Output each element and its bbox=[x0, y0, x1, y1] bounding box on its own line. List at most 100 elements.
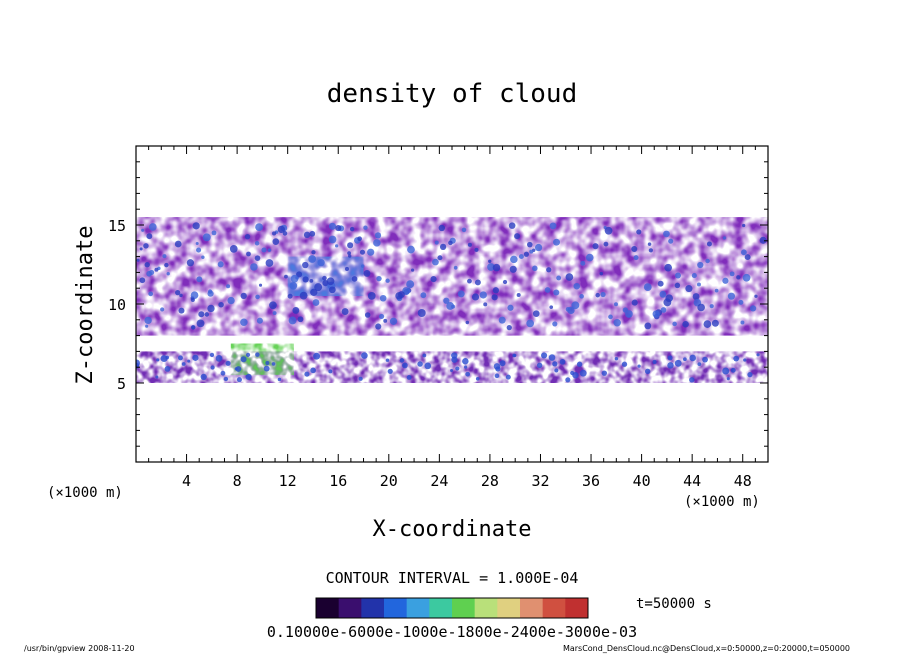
footer-right: MarsCond_DensCloud.nc@DensCloud,x=0:5000… bbox=[563, 644, 850, 653]
cloud-speck bbox=[387, 368, 393, 374]
colorbar-swatch bbox=[406, 598, 430, 618]
colorbar-frame bbox=[315, 597, 589, 619]
cloud-speck bbox=[565, 306, 571, 312]
cloud-speck bbox=[603, 241, 609, 247]
cloud-speck bbox=[164, 262, 169, 268]
colorbar-swatch bbox=[429, 598, 453, 618]
cloud-speck bbox=[359, 249, 366, 255]
cloud-speck bbox=[347, 242, 354, 249]
cloud-speck bbox=[289, 281, 298, 290]
cloud-speck bbox=[540, 352, 548, 359]
x-tick-label: 16 bbox=[329, 472, 347, 490]
cloud-speck bbox=[659, 290, 667, 298]
cloud-speck bbox=[263, 365, 270, 372]
cloud-speck bbox=[683, 357, 687, 362]
cloud-speck bbox=[192, 222, 200, 230]
cloud-speck bbox=[570, 370, 575, 376]
cloud-speck bbox=[144, 262, 150, 268]
cloud-speck bbox=[215, 354, 223, 362]
cloud-speck bbox=[299, 291, 308, 300]
cloud-speck bbox=[166, 272, 170, 276]
cloud-speck bbox=[697, 362, 702, 367]
cloud-speck bbox=[358, 376, 363, 381]
cloud-speck bbox=[565, 273, 574, 281]
cloud-speck bbox=[272, 238, 280, 245]
cloud-speck bbox=[516, 293, 521, 298]
cloud-speck bbox=[154, 267, 159, 272]
cloud-speck bbox=[576, 361, 583, 367]
cloud-speck bbox=[328, 286, 336, 294]
cloud-speck bbox=[261, 247, 267, 253]
cloud-speck bbox=[417, 361, 423, 367]
cloud-speck bbox=[341, 308, 349, 315]
cloud-speck bbox=[451, 356, 458, 363]
cloud-speck bbox=[722, 236, 727, 240]
cloud-speck bbox=[211, 230, 217, 236]
cloud-speck bbox=[759, 236, 767, 244]
cloud-speck bbox=[506, 324, 512, 331]
cloud-speck bbox=[648, 248, 653, 253]
cloud-speck bbox=[272, 231, 277, 236]
cloud-speck bbox=[510, 255, 518, 264]
cloud-speck bbox=[379, 294, 387, 302]
cloud-speck bbox=[730, 367, 736, 373]
cloud-speck bbox=[196, 319, 205, 328]
x-tick-label: 12 bbox=[279, 472, 297, 490]
cloud-speck bbox=[675, 272, 681, 279]
cloud-speck bbox=[227, 296, 235, 305]
cloud-speck bbox=[292, 306, 300, 314]
cloud-speck bbox=[240, 318, 248, 326]
cloud-speck bbox=[512, 353, 516, 358]
cloud-speck bbox=[312, 299, 320, 306]
cloud-speck bbox=[479, 291, 487, 299]
cloud-speck bbox=[498, 316, 506, 324]
cloud-speck bbox=[406, 375, 412, 380]
cloud-speck bbox=[218, 301, 224, 308]
cloud-speck bbox=[621, 361, 628, 367]
cloud-speck bbox=[240, 292, 247, 300]
cloud-speck bbox=[526, 319, 534, 328]
cloud-speck bbox=[351, 276, 358, 282]
cloud-speck bbox=[174, 240, 182, 248]
cloud-speck bbox=[378, 313, 385, 320]
cloud-speck bbox=[450, 369, 454, 373]
cloud-speck bbox=[738, 299, 744, 305]
cloud-speck bbox=[217, 261, 224, 268]
cloud-speck bbox=[220, 370, 226, 376]
cloud-speck bbox=[579, 294, 584, 299]
cloud-speck bbox=[559, 359, 566, 365]
colorbar-swatch bbox=[520, 598, 544, 618]
cloud-speck bbox=[556, 275, 562, 281]
cloud-speck bbox=[600, 291, 606, 298]
cloud-speck bbox=[502, 279, 508, 285]
cloud-speck bbox=[399, 358, 405, 363]
cloud-speck bbox=[155, 375, 159, 379]
cloud-speck bbox=[507, 304, 514, 311]
cloud-speck bbox=[685, 285, 693, 293]
cloud-speck bbox=[175, 290, 181, 296]
cloud-speck bbox=[544, 287, 551, 293]
cloud-speck bbox=[585, 253, 594, 262]
cloud-speck bbox=[430, 275, 437, 283]
cloud-speck bbox=[742, 273, 751, 282]
cloud-speck bbox=[601, 370, 608, 376]
cloud-speck bbox=[636, 229, 642, 235]
cloud-speck bbox=[407, 245, 415, 254]
cloud-speck bbox=[139, 277, 146, 284]
cloud-speck bbox=[663, 298, 672, 307]
cloud-speck bbox=[631, 299, 638, 306]
y-tick-label: 5 bbox=[117, 375, 126, 393]
cloud-speck bbox=[385, 358, 390, 362]
cloud-speck bbox=[652, 359, 657, 365]
colorbar-swatch bbox=[316, 598, 340, 618]
cloud-speck bbox=[733, 355, 740, 362]
cloud-field bbox=[136, 217, 768, 383]
x-unit-left: (×1000 m) bbox=[47, 485, 123, 501]
cloud-speck bbox=[689, 354, 696, 362]
cloud-speck bbox=[474, 247, 479, 252]
cloud-speck bbox=[296, 271, 303, 278]
cloud-speck bbox=[475, 376, 480, 381]
cloud-speck bbox=[434, 240, 439, 245]
cloud-speck bbox=[644, 368, 651, 375]
cloud-speck bbox=[181, 362, 186, 366]
